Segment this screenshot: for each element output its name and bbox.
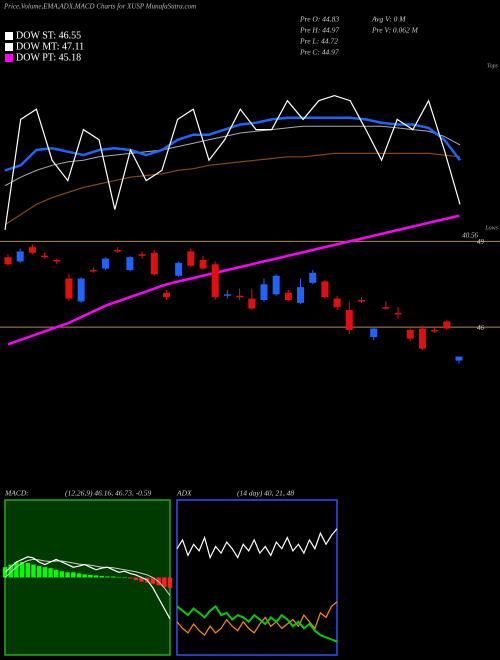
page-title: Price,Volume,EMA,ADX,MACD Charts for XUS… [3, 3, 196, 11]
histogram-bar [59, 571, 65, 578]
histogram-bar [133, 577, 139, 581]
histogram-bar [93, 575, 99, 578]
panel-subtitle: (12,26,9) 46.16, 46.73, -0.59 [65, 489, 151, 498]
candle-body [357, 300, 365, 302]
candle-body [223, 294, 231, 296]
candle-body [114, 250, 122, 252]
annotation: Lows [484, 225, 498, 231]
annotation: 40.56 [462, 232, 478, 240]
histogram-bar [139, 577, 144, 582]
candle-body [309, 272, 317, 283]
histogram-bar [65, 572, 70, 578]
histogram-bar [31, 564, 36, 578]
series-line [4, 125, 461, 187]
histogram-bar [71, 572, 76, 578]
histogram-bar [25, 563, 30, 578]
candle-body [418, 328, 426, 349]
candle-body [175, 262, 183, 276]
prev-value: Pre H: 44.97 [299, 26, 339, 35]
candle-body [126, 257, 134, 270]
prev-value: Pre O: 44.83 [299, 15, 339, 24]
candle-body [150, 252, 158, 275]
candle-body [455, 356, 463, 361]
series-line [4, 94, 461, 230]
candle-body [53, 260, 61, 262]
histogram-bar [36, 566, 42, 578]
panel-title: ADX [176, 489, 192, 498]
series-line [176, 601, 338, 636]
panel-title: MACD: [4, 489, 29, 498]
legend-swatch [5, 32, 13, 40]
candle-body [89, 270, 97, 272]
candle-body [102, 258, 110, 269]
candle-body [236, 295, 244, 298]
candle-body [297, 287, 305, 303]
histogram-bar [48, 568, 53, 578]
histogram-bar [122, 577, 127, 578]
candle-body [28, 247, 36, 253]
series-line [4, 558, 171, 596]
series-line [7, 214, 460, 346]
histogram-bar [42, 567, 48, 578]
candle-body [370, 328, 378, 338]
candle-body [406, 330, 414, 339]
prev-value: Pre C: 44.97 [299, 48, 339, 57]
histogram-bar [116, 576, 121, 578]
histogram-bar [14, 562, 19, 578]
candle-body [394, 312, 402, 315]
candle-body [65, 278, 73, 299]
annotation: Tops [487, 63, 499, 69]
legend-swatch [5, 43, 13, 51]
histogram-bar [8, 564, 13, 578]
candle-body [4, 257, 12, 265]
legend-swatch [5, 54, 13, 62]
y-tick-label: 46 [477, 324, 485, 332]
panel-subtitle: (14 day) 40, 21, 48 [237, 489, 294, 498]
histogram-bar [110, 576, 116, 578]
legend-label: DOW PT: 45.18 [16, 52, 81, 63]
candle-body [260, 284, 268, 300]
candle-body [211, 264, 219, 298]
volume-value: Avg V: 0 M [371, 15, 406, 24]
histogram-bar [150, 577, 156, 584]
series-line [176, 604, 338, 643]
histogram-bar [54, 569, 59, 578]
candle-body [382, 307, 390, 309]
candle-body [199, 260, 207, 269]
series-line [4, 116, 461, 172]
candle-body [284, 292, 292, 300]
histogram-bar [167, 577, 173, 588]
y-tick-label: 49 [477, 238, 485, 246]
candle-body [248, 298, 256, 309]
candle-body [333, 298, 341, 308]
candle-body [138, 254, 146, 256]
legend-label: DOW MT: 47.11 [16, 41, 84, 52]
histogram-bar [127, 577, 133, 579]
histogram-bar [76, 573, 82, 578]
candle-body [162, 292, 170, 298]
legend-label: DOW ST: 46.55 [16, 30, 81, 41]
histogram-bar [82, 574, 87, 578]
candle-body [321, 281, 329, 298]
series-line [4, 556, 171, 620]
histogram-bar [88, 574, 93, 578]
series-line [176, 528, 338, 560]
histogram-bar [162, 577, 167, 587]
candle-body [77, 278, 85, 302]
volume-value: Pre V: 0.062 M [371, 26, 419, 35]
prev-value: Pre L: 44.72 [299, 37, 338, 46]
candle-body [41, 255, 49, 258]
candle-body [272, 275, 280, 295]
candle-body [16, 251, 24, 262]
candle-body [345, 310, 353, 330]
histogram-bar [105, 576, 110, 578]
candle-body [187, 251, 195, 266]
histogram-bar [99, 575, 104, 578]
candle-body [431, 330, 439, 332]
histogram-bar [2, 567, 8, 578]
histogram-bar [19, 562, 25, 578]
candle-body [443, 321, 451, 329]
